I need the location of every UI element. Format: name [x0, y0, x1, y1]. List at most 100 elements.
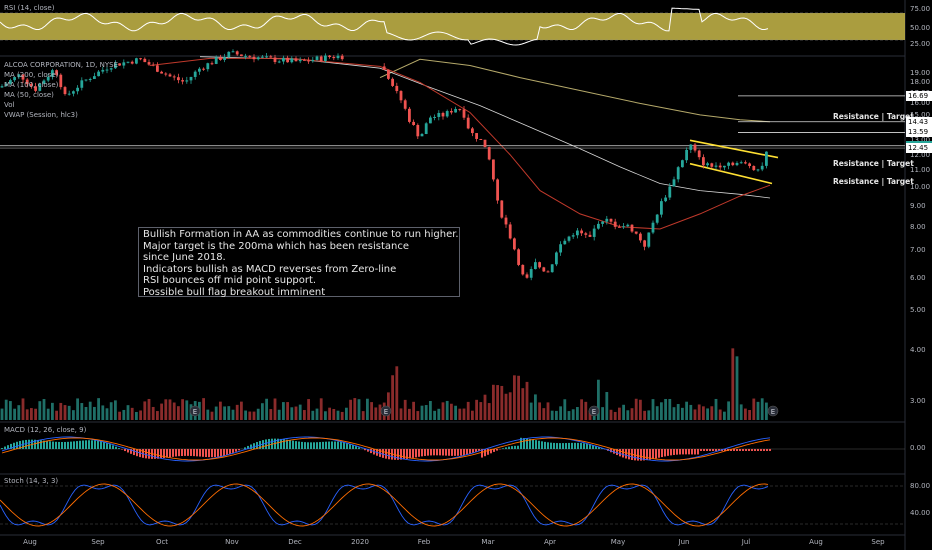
- volume-bar: [693, 409, 697, 420]
- candle-body: [634, 231, 638, 234]
- volume-bar: [114, 400, 117, 420]
- volume-bar: [319, 398, 323, 420]
- volume-bar: [445, 400, 449, 420]
- macd-histogram-bar: [457, 449, 459, 456]
- macd-histogram-bar: [127, 449, 129, 453]
- volume-bar: [748, 410, 751, 420]
- macd-histogram-bar: [415, 449, 417, 458]
- candle-body: [340, 55, 344, 60]
- candle-body: [382, 66, 386, 70]
- rsi-line: [0, 7, 769, 46]
- rsi-label: RSI (14, close): [4, 4, 55, 12]
- candle-body: [9, 80, 12, 84]
- volume-bar: [202, 398, 205, 420]
- macd-histogram-bar: [67, 441, 69, 449]
- volume-bar: [122, 409, 126, 420]
- candle-body: [693, 144, 697, 151]
- macd-histogram-bar: [616, 449, 618, 456]
- rsi-tick-label: 50.00: [910, 24, 931, 32]
- volume-bar: [450, 403, 453, 420]
- candle-body: [151, 64, 155, 66]
- volume-bar: [231, 409, 235, 420]
- candle-body: [244, 55, 247, 57]
- candle-body: [328, 55, 331, 58]
- macd-histogram-bar: [100, 441, 102, 449]
- volume-bar: [290, 407, 294, 420]
- volume-bar: [168, 399, 172, 420]
- macd-histogram-bar: [544, 441, 546, 449]
- macd-histogram-bar: [166, 449, 168, 458]
- macd-histogram-bar: [229, 449, 231, 455]
- macd-histogram-bar: [409, 449, 411, 459]
- earnings-marker-label: E: [771, 408, 775, 416]
- volume-bar: [613, 411, 617, 420]
- macd-histogram-bar: [451, 449, 453, 456]
- annotation-line: RSI bounces off mid point support.: [143, 275, 317, 287]
- price-tick-label: 4.00: [910, 346, 926, 355]
- macd-histogram-bar: [310, 442, 312, 449]
- price-tag: 14.43: [906, 116, 932, 127]
- macd-histogram-bar: [706, 449, 708, 451]
- volume-bar: [286, 402, 289, 420]
- volume-bar: [139, 410, 142, 420]
- macd-histogram-bar: [400, 449, 402, 460]
- macd-histogram-bar: [736, 449, 738, 451]
- volume-bar: [710, 406, 714, 420]
- macd-histogram-bar: [625, 449, 627, 459]
- volume-bar: [93, 406, 96, 420]
- macd-histogram-bar: [535, 440, 537, 449]
- volume-bar: [676, 404, 680, 420]
- macd-histogram-bar: [733, 449, 735, 451]
- macd-histogram-bar: [199, 449, 201, 457]
- volume-bar: [361, 411, 365, 420]
- earnings-marker: [189, 405, 201, 417]
- candle-body: [105, 69, 109, 71]
- volume-bar: [508, 392, 512, 420]
- candle-body: [559, 244, 562, 253]
- macd-histogram-bar: [262, 440, 264, 449]
- candle-body: [504, 217, 508, 225]
- price-tag: 16.69: [906, 90, 932, 101]
- macd-histogram-bar: [145, 449, 147, 459]
- price-tick-label: 11.00: [910, 166, 931, 175]
- volume-bar: [80, 403, 84, 420]
- macd-histogram-bar: [244, 447, 246, 449]
- candle-body: [210, 63, 214, 65]
- candle-body: [739, 162, 743, 164]
- macd-histogram-bar: [673, 449, 675, 455]
- candle-body: [416, 125, 420, 137]
- candle-body: [408, 108, 411, 122]
- macd-histogram-bar: [148, 449, 150, 459]
- volume-bar: [760, 398, 764, 420]
- macd-histogram-bar: [169, 449, 171, 458]
- macd-histogram-bar: [277, 438, 279, 449]
- macd-histogram-bar: [472, 449, 474, 454]
- macd-histogram-bar: [103, 442, 105, 449]
- candle-body: [714, 165, 718, 167]
- macd-histogram-bar: [133, 449, 135, 456]
- macd-label: MACD (12, 26, close, 9): [4, 426, 87, 434]
- macd-histogram-bar: [514, 445, 516, 449]
- volume-bar: [332, 408, 336, 420]
- macd-histogram-bar: [433, 449, 435, 456]
- stoch-tick-label: 80.00: [910, 482, 931, 490]
- volume-bar: [130, 407, 134, 420]
- candle-body: [269, 56, 273, 58]
- macd-histogram-bar: [454, 449, 456, 456]
- macd-histogram-bar: [292, 440, 294, 449]
- ma200-line: [379, 58, 771, 123]
- volume-bar: [513, 375, 516, 420]
- candle-body: [676, 167, 680, 180]
- candle-body: [30, 84, 33, 87]
- earnings-marker-label: E: [592, 408, 596, 416]
- macd-line: [1, 436, 771, 462]
- macd-histogram-bar: [106, 443, 108, 449]
- macd-histogram-bar: [352, 444, 354, 449]
- stoch-tick-label: 40.00: [910, 509, 931, 517]
- candle-body: [67, 93, 71, 95]
- macd-histogram-bar: [760, 449, 762, 451]
- volume-bar: [378, 404, 382, 420]
- volume-bar: [51, 402, 54, 420]
- macd-tick-label: 0.00: [910, 444, 926, 452]
- macd-histogram-bar: [118, 448, 120, 449]
